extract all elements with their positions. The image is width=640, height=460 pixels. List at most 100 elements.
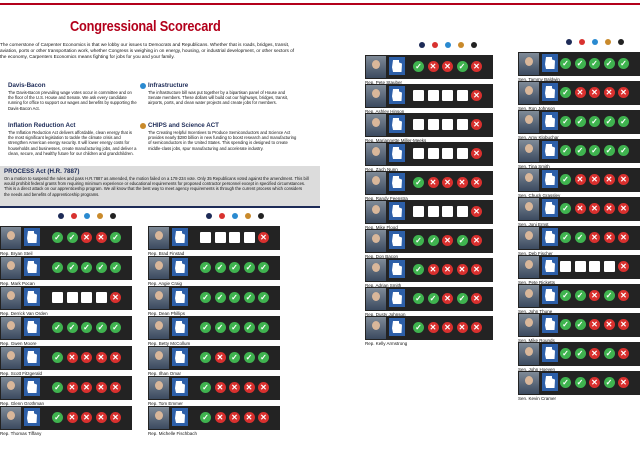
member-photo: [519, 82, 539, 104]
vote-no-icon: ✕: [589, 348, 600, 359]
vote-no-icon: ✕: [95, 352, 107, 363]
issue-text: The infrastructure bill was put together…: [148, 90, 289, 106]
vote-no-icon: ✕: [66, 412, 78, 423]
vote-no-icon: ✕: [603, 319, 615, 330]
legend-dot-icon: [219, 213, 225, 219]
member-name: Rep. Kelly Armstrong: [365, 341, 408, 346]
vote-yes-icon: ✓: [200, 352, 211, 363]
vote-yes-icon: ✓: [618, 116, 629, 127]
state-map-icon: [542, 54, 558, 72]
vote-none-icon: [427, 90, 439, 101]
vote-yes-icon: ✓: [52, 412, 63, 423]
member-row: ✕: [148, 226, 280, 250]
vote-no-icon: ✕: [589, 319, 600, 330]
member-photo: [519, 198, 539, 220]
vote-yes-icon: ✓: [52, 262, 63, 273]
member-name: Rep. Bryan Steil: [0, 251, 33, 256]
state-map-icon: [389, 231, 405, 249]
member-photo: [1, 407, 21, 429]
member-row: ✓ ✓ ✕ ✕ ✕: [518, 226, 640, 250]
member-row: ✓ ✓ ✓ ✓ ✓: [518, 139, 640, 163]
member-row: ✓ ✓ ✓ ✓ ✓: [0, 316, 132, 340]
vote-no-icon: ✕: [95, 382, 107, 393]
process-title: PROCESS Act (H.R. 7887): [4, 168, 80, 175]
member-row: ✓ ✓ ✕ ✓ ✕: [365, 229, 493, 253]
member-row: ✕: [365, 113, 493, 137]
vote-yes-icon: ✓: [229, 322, 240, 333]
vote-yes-icon: ✓: [574, 145, 586, 156]
vote-no-icon: ✕: [589, 232, 600, 243]
state-map-icon: [24, 228, 40, 246]
vote-no-icon: ✕: [442, 264, 453, 275]
member-name: Rep. Brad Finstad: [148, 251, 185, 256]
member-name: Rep. Dusty Johnson: [365, 312, 406, 317]
vote-no-icon: ✕: [618, 348, 629, 359]
member-photo: [366, 288, 386, 310]
issue-davis-bacon: Davis-Bacon The Davis-Bacon prevailing w…: [8, 82, 138, 111]
member-row: ✓ ✕ ✕ ✓ ✕: [365, 55, 493, 79]
vote-yes-icon: ✓: [603, 116, 615, 127]
vote-yes-icon: ✓: [413, 322, 424, 333]
legend-dot-icon: [258, 213, 264, 219]
vote-yes-icon: ✓: [560, 348, 571, 359]
member-row: ✕: [365, 200, 493, 224]
vote-no-icon: ✕: [471, 293, 482, 304]
vote-no-icon: ✕: [603, 232, 615, 243]
member-name: Rep. Michelle Fischbach: [148, 431, 198, 436]
vote-none-icon: [442, 90, 453, 101]
vote-no-icon: ✕: [81, 352, 92, 363]
state-map-icon: [542, 141, 558, 159]
vote-none-icon: [456, 148, 468, 159]
state-map-icon: [389, 86, 405, 104]
vote-no-icon: ✕: [258, 412, 269, 423]
vote-yes-icon: ✓: [243, 352, 255, 363]
vote-no-icon: ✕: [258, 232, 269, 243]
vote-yes-icon: ✓: [229, 292, 240, 303]
top-rule: [0, 3, 640, 5]
member-name: Sen. Tammy Baldwin: [518, 77, 560, 82]
vote-yes-icon: ✓: [574, 116, 586, 127]
member-photo: [366, 259, 386, 281]
member-row: ✓ ✓ ✓ ✓ ✓: [148, 256, 280, 280]
vote-yes-icon: ✓: [574, 232, 586, 243]
member-photo: [149, 377, 169, 399]
section-divider: [0, 206, 320, 208]
member-row: ✕: [0, 286, 132, 310]
vote-none-icon: [413, 90, 424, 101]
member-row: ✓ ✓ ✓ ✓ ✓: [518, 52, 640, 76]
state-map-icon: [542, 315, 558, 333]
member-name: Rep. Mike Flood: [365, 225, 398, 230]
vote-none-icon: [200, 232, 211, 243]
member-photo: [1, 377, 21, 399]
member-photo: [519, 256, 539, 278]
vote-no-icon: ✕: [618, 232, 629, 243]
vote-yes-icon: ✓: [110, 262, 121, 273]
issue-title: CHIPS and Science ACT: [148, 122, 219, 129]
issue-chips: CHIPS and Science ACT The Creating Helpf…: [140, 122, 298, 151]
vote-no-icon: ✕: [442, 293, 453, 304]
member-row: ✓ ✓ ✕ ✕ ✓: [0, 226, 132, 250]
member-photo: [1, 347, 21, 369]
vote-no-icon: ✕: [603, 87, 615, 98]
member-row: ✓ ✕ ✕ ✕ ✕: [148, 406, 280, 430]
vote-no-icon: ✕: [456, 264, 468, 275]
vote-yes-icon: ✓: [603, 145, 615, 156]
legend-dot-icon: [445, 42, 451, 48]
vote-yes-icon: ✓: [603, 377, 615, 388]
vote-no-icon: ✕: [589, 377, 600, 388]
member-name: Rep. Scott Fitzgerald: [0, 371, 43, 376]
vote-no-icon: ✕: [589, 87, 600, 98]
member-photo: [366, 143, 386, 165]
vote-yes-icon: ✓: [413, 235, 424, 246]
vote-none-icon: [456, 90, 468, 101]
member-row: ✓ ✕ ✕ ✕ ✕: [518, 197, 640, 221]
vote-no-icon: ✕: [442, 322, 453, 333]
vote-yes-icon: ✓: [52, 322, 63, 333]
vote-yes-icon: ✓: [603, 290, 615, 301]
vote-yes-icon: ✓: [66, 322, 78, 333]
member-row: ✓ ✓ ✓ ✓ ✓: [0, 256, 132, 280]
member-photo: [149, 257, 169, 279]
vote-none-icon: [442, 206, 453, 217]
vote-yes-icon: ✓: [229, 262, 240, 273]
vote-yes-icon: ✓: [456, 293, 468, 304]
